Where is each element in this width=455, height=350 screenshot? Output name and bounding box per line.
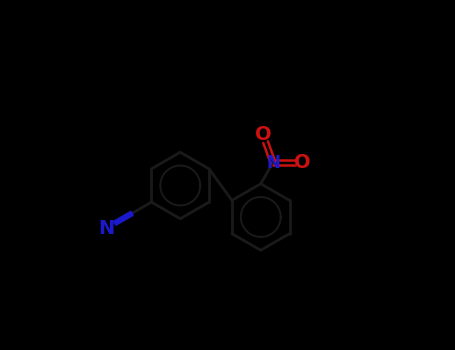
Text: N: N xyxy=(98,218,115,238)
Text: O: O xyxy=(294,153,311,172)
Text: N: N xyxy=(266,154,280,172)
Text: O: O xyxy=(255,125,271,145)
